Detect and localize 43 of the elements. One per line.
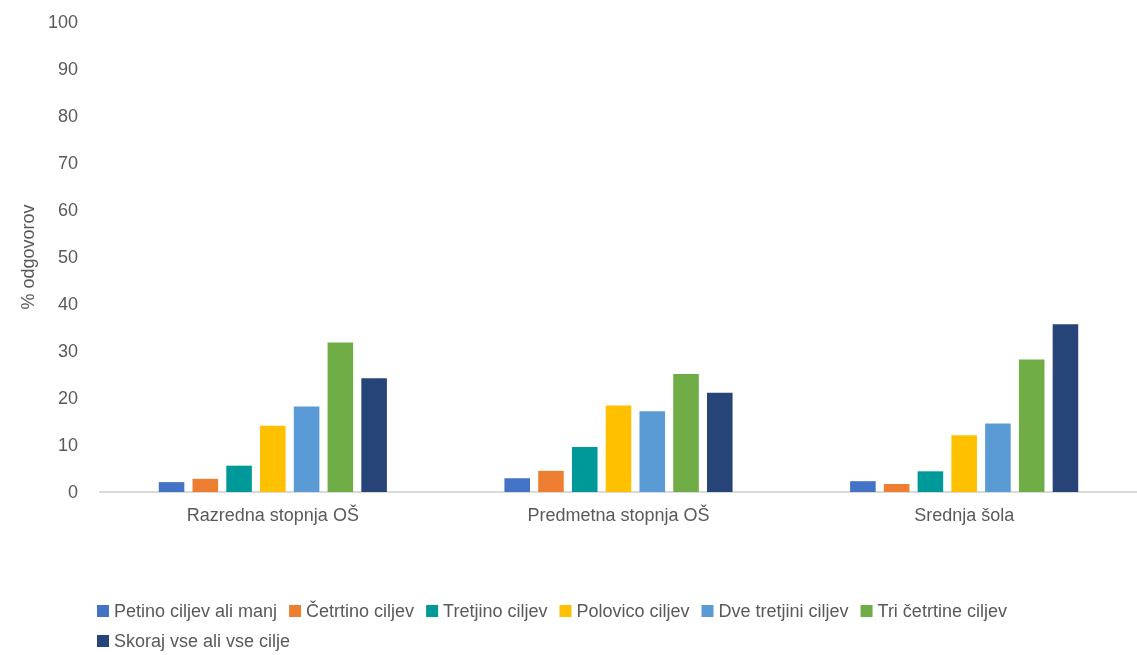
bar xyxy=(951,435,977,492)
bar xyxy=(538,470,564,492)
y-tick-label: 80 xyxy=(57,106,78,126)
x-tick-label: Predmetna stopnja OŠ xyxy=(527,504,710,525)
bar xyxy=(605,405,632,492)
bar xyxy=(883,484,910,492)
legend-label: Tri četrtine ciljev xyxy=(877,601,1007,621)
y-tick-label: 20 xyxy=(57,388,78,408)
y-tick-label: 10 xyxy=(57,435,78,455)
y-tick-label: 70 xyxy=(57,153,78,173)
bar xyxy=(260,425,286,492)
bar xyxy=(293,406,320,492)
y-tick-label: 90 xyxy=(57,59,78,79)
legend-label: Tretjino ciljev xyxy=(443,601,548,621)
y-tick-label: 50 xyxy=(57,247,78,267)
bar xyxy=(571,446,598,492)
bar xyxy=(327,342,354,492)
bar xyxy=(361,378,387,492)
bar xyxy=(504,478,531,492)
legend-label: Skoraj vse ali vse cilje xyxy=(114,631,291,651)
bar xyxy=(158,482,185,492)
bar xyxy=(1018,359,1045,492)
y-axis-title: % odgovorov xyxy=(18,204,39,310)
y-tick-label: 0 xyxy=(67,482,78,502)
bar xyxy=(706,392,733,492)
x-tick-label: Srednja šola xyxy=(914,505,1016,525)
bar xyxy=(1052,324,1079,492)
y-tick-label: 30 xyxy=(57,341,78,361)
y-tick-label: 60 xyxy=(57,200,78,220)
bar xyxy=(917,471,944,492)
bar xyxy=(639,411,666,492)
legend-label: Petino ciljev ali manj xyxy=(114,601,278,621)
bar xyxy=(673,374,699,492)
x-tick-label: Razredna stopnja OŠ xyxy=(186,504,359,525)
legend-label: Dve tretjini ciljev xyxy=(718,601,849,621)
bar xyxy=(226,465,252,492)
y-tick-label: 40 xyxy=(57,294,78,314)
bar xyxy=(192,478,219,492)
bar xyxy=(985,423,1011,492)
y-tick-label: 100 xyxy=(47,12,78,32)
legend-label: Četrtino ciljev xyxy=(306,600,415,621)
legend-label: Polovico ciljev xyxy=(576,601,690,621)
bar xyxy=(850,481,876,492)
